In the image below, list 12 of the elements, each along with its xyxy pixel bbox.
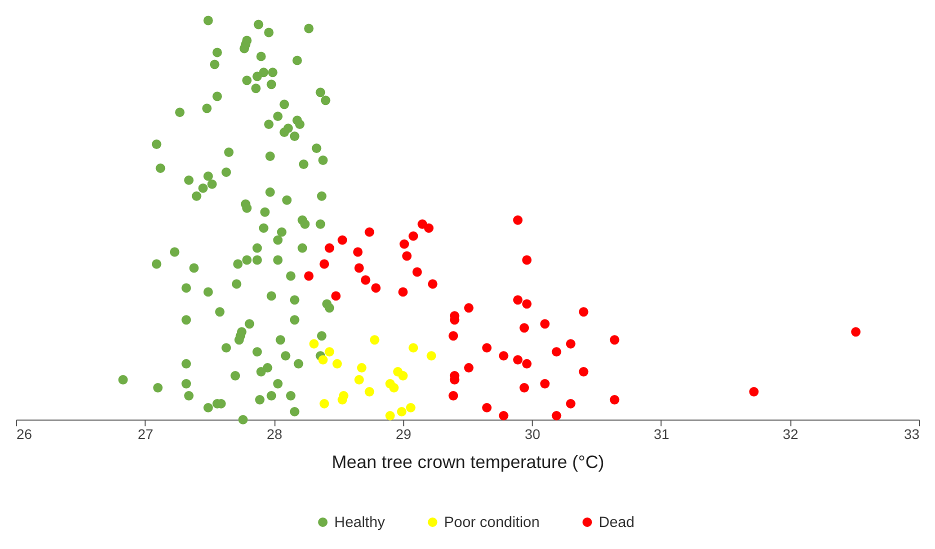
x-tick-label: 30 — [524, 426, 540, 442]
legend-label: Healthy — [334, 514, 386, 532]
x-tick-label: 28 — [266, 426, 282, 442]
x-axis-title: Mean tree crown temperature (°C) — [332, 452, 604, 472]
x-tick-label: 32 — [782, 426, 799, 442]
legend-label: Poor condition — [444, 514, 540, 532]
x-tick-label: 33 — [904, 426, 920, 442]
x-tick-label: 29 — [396, 426, 412, 442]
x-tick-label: 27 — [138, 426, 154, 442]
legend-label: Dead — [598, 514, 634, 532]
x-tick-label: 31 — [654, 426, 670, 442]
x-tick-label: 26 — [16, 426, 32, 442]
